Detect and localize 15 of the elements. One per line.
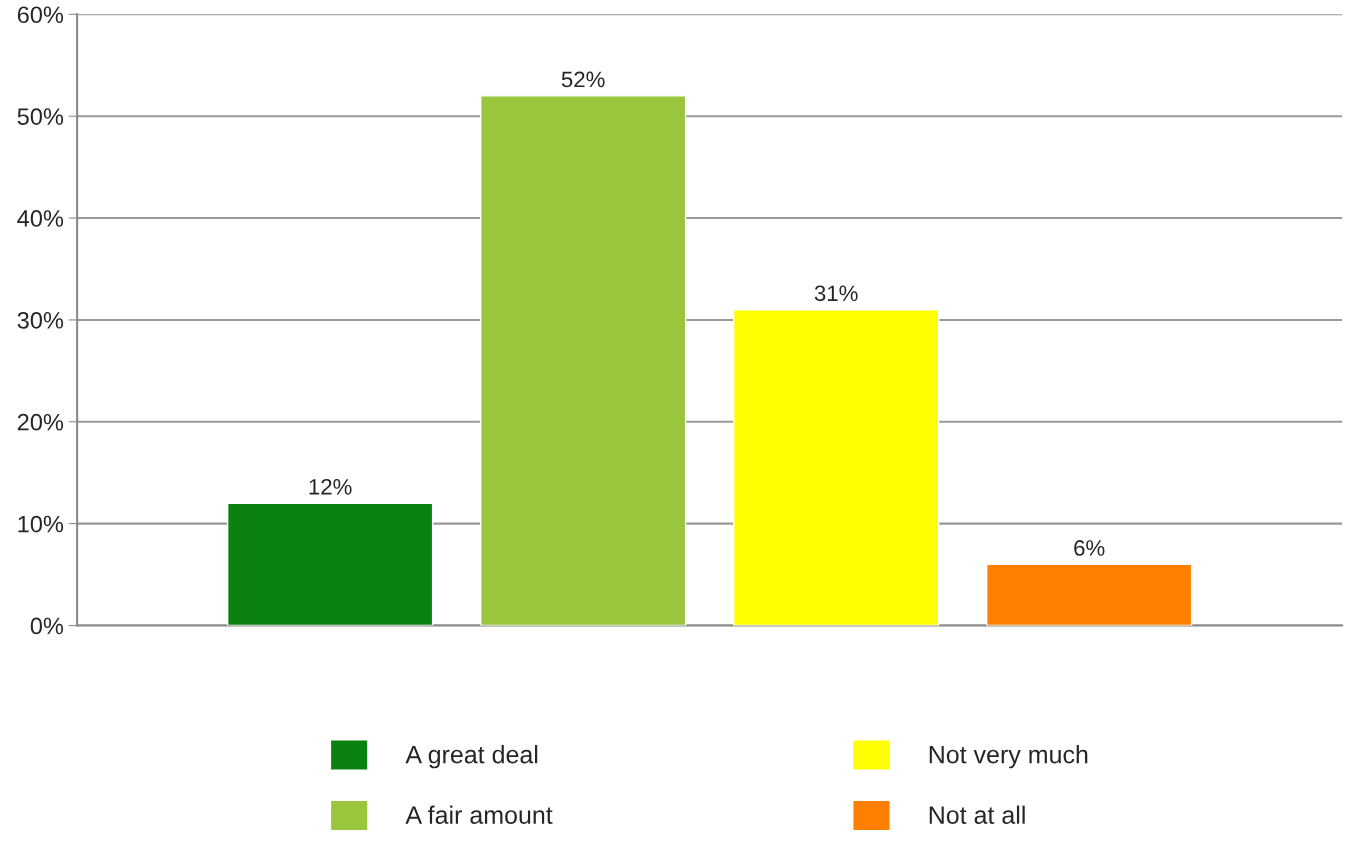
y-tick-label: 20%	[17, 413, 64, 431]
legend-label: Not at all	[929, 805, 1025, 824]
y-tick-label: 40%	[17, 210, 64, 227]
y-tick-label: 10%	[18, 515, 64, 533]
legend-label: A fair amount	[405, 805, 553, 824]
legend-label: Not very much	[929, 745, 1088, 769]
data-label: 12%	[309, 478, 352, 495]
legend-label: A great deal	[405, 745, 538, 769]
data-label: 52%	[561, 71, 605, 88]
y-tick-label: 0%	[30, 617, 64, 635]
y-tick-label: 60%	[17, 6, 64, 24]
y-tick-label: 50%	[17, 108, 64, 125]
y-tick-label: 30%	[17, 311, 64, 329]
data-label: 31%	[814, 285, 858, 302]
data-label: 6%	[1074, 540, 1105, 556]
